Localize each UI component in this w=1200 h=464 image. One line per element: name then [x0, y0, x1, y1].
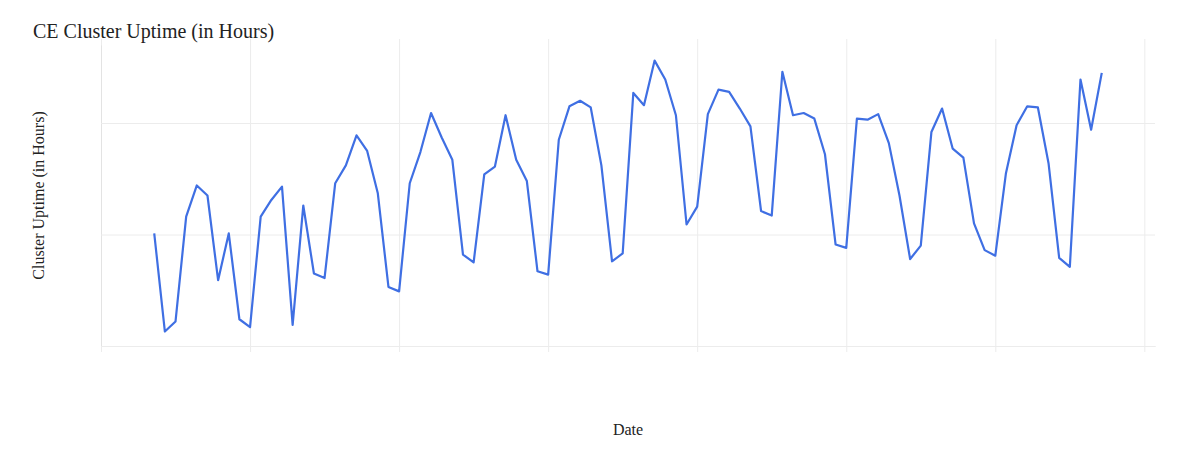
- x-axis: [102, 39, 1156, 352]
- tick: [1144, 39, 1145, 352]
- tick: [399, 39, 400, 352]
- chart: CE Cluster Uptime (in Hours) Cluster Upti…: [0, 0, 1200, 464]
- grid-line: [101, 123, 1155, 124]
- grid-line: [250, 39, 251, 352]
- tick: [846, 39, 847, 352]
- grid-line: [846, 39, 847, 352]
- tick: [995, 39, 996, 352]
- grid-line: [399, 39, 400, 352]
- axis-line: [101, 46, 102, 347]
- tick: [101, 346, 1155, 347]
- tick: [548, 39, 549, 352]
- grid-line: [101, 346, 1155, 347]
- tick: [101, 39, 102, 352]
- marks: [154, 61, 1102, 332]
- title: CE Cluster Uptime (in Hours): [33, 20, 274, 43]
- grid-line: [101, 39, 102, 352]
- grid-line: [1144, 39, 1145, 352]
- axis-line: [102, 346, 1156, 347]
- x-axis-title: Date: [613, 421, 643, 438]
- grid-line: [995, 39, 996, 352]
- plot-area: [101, 39, 1156, 352]
- grid-line: [548, 39, 549, 352]
- y-axis-title: Cluster Uptime (in Hours): [30, 111, 48, 279]
- y-axis: [101, 46, 1155, 347]
- series-line: [154, 61, 1102, 332]
- tick: [250, 39, 251, 352]
- tick: [101, 123, 1155, 124]
